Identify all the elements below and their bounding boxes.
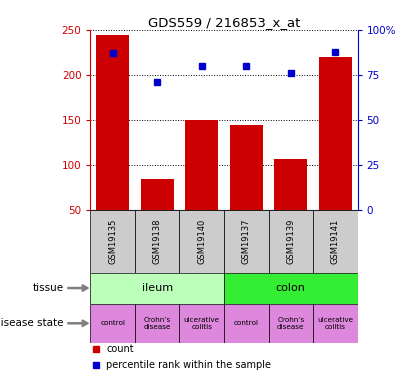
Bar bbox=[230, 125, 263, 210]
Text: GSM19137: GSM19137 bbox=[242, 219, 251, 264]
Title: GDS559 / 216853_x_at: GDS559 / 216853_x_at bbox=[148, 16, 300, 29]
Bar bbox=[313, 304, 358, 343]
Text: ulcerative
colitis: ulcerative colitis bbox=[184, 317, 220, 330]
Bar bbox=[185, 120, 218, 210]
Bar bbox=[180, 210, 224, 273]
Text: Crohn’s
disease: Crohn’s disease bbox=[277, 317, 305, 330]
Text: control: control bbox=[100, 320, 125, 326]
Bar bbox=[96, 34, 129, 210]
Text: GSM19135: GSM19135 bbox=[108, 219, 117, 264]
Bar bbox=[313, 210, 358, 273]
Text: control: control bbox=[234, 320, 259, 326]
Bar bbox=[135, 210, 180, 273]
Bar bbox=[274, 159, 307, 210]
Text: GSM19138: GSM19138 bbox=[153, 219, 162, 264]
Bar bbox=[90, 273, 224, 304]
Text: GSM19140: GSM19140 bbox=[197, 219, 206, 264]
Bar bbox=[90, 304, 135, 343]
Bar bbox=[268, 304, 313, 343]
Text: ulcerative
colitis: ulcerative colitis bbox=[317, 317, 353, 330]
Bar bbox=[319, 57, 352, 210]
Text: tissue: tissue bbox=[32, 283, 64, 293]
Bar bbox=[224, 210, 268, 273]
Text: GSM19141: GSM19141 bbox=[331, 219, 340, 264]
Text: GSM19139: GSM19139 bbox=[286, 219, 295, 264]
Text: disease state: disease state bbox=[0, 318, 64, 328]
Text: colon: colon bbox=[276, 283, 306, 293]
Text: ileum: ileum bbox=[142, 283, 173, 293]
Text: count: count bbox=[106, 344, 134, 354]
Text: Crohn’s
disease: Crohn’s disease bbox=[143, 317, 171, 330]
Bar bbox=[224, 304, 268, 343]
Bar bbox=[135, 304, 180, 343]
Bar bbox=[224, 273, 358, 304]
Bar bbox=[180, 304, 224, 343]
Bar bbox=[268, 210, 313, 273]
Text: percentile rank within the sample: percentile rank within the sample bbox=[106, 360, 271, 370]
Bar bbox=[90, 210, 135, 273]
Bar bbox=[141, 179, 174, 210]
